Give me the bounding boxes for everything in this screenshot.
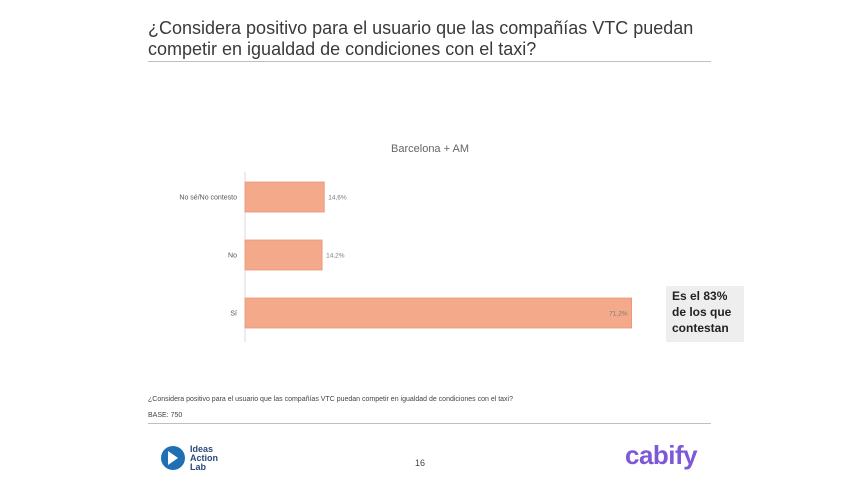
page-title: ¿Considera positivo para el usuario que … xyxy=(148,18,694,59)
title-divider xyxy=(148,61,711,62)
logo-word-3: Lab xyxy=(190,461,207,472)
logo-word-1: Ideas xyxy=(190,443,214,454)
base-label: BASE: 750 xyxy=(148,412,183,419)
bar-2 xyxy=(244,297,633,329)
category-label-1: No xyxy=(228,253,237,260)
value-label-0: 14,6% xyxy=(328,195,347,202)
cabify-logo: cabify xyxy=(625,440,698,470)
chart-title: Barcelona + AM xyxy=(391,143,469,155)
category-label-0: No sé/No contesto xyxy=(179,195,237,202)
bar-1 xyxy=(244,239,323,271)
ideas-action-lab-icon xyxy=(161,446,185,470)
bar-0 xyxy=(244,181,325,213)
category-label-2: Sí xyxy=(230,311,237,318)
bar-group: No sé/No contesto 14,6% No 14,2% Sí 71,2% xyxy=(179,181,633,329)
ideas-action-lab-logo: Ideas Action Lab xyxy=(160,442,218,474)
value-label-1: 14,2% xyxy=(326,253,345,260)
callout-box: Es el 83% de los que contestan xyxy=(666,286,744,342)
value-label-2: 71,2% xyxy=(609,311,628,318)
footnote-question: ¿Considera positivo para el usuario que … xyxy=(148,396,513,403)
page-number: 16 xyxy=(414,458,425,468)
footer-divider xyxy=(148,423,711,424)
logo-word-2: Action xyxy=(190,452,218,463)
